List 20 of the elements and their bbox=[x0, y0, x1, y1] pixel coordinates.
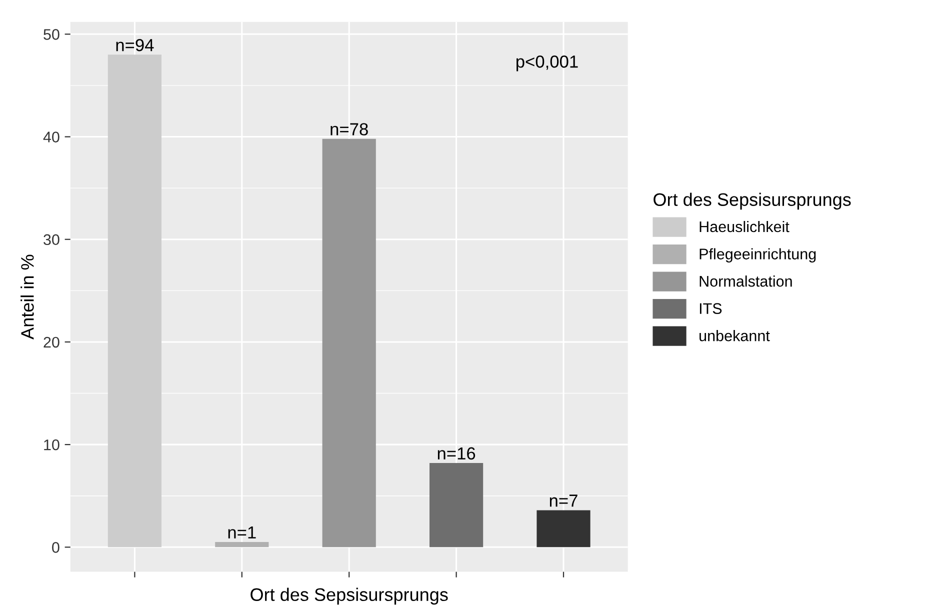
annotation: n=1 bbox=[228, 526, 256, 538]
annotation: n=16 bbox=[438, 447, 476, 460]
legend-label: unbekannt bbox=[700, 330, 770, 342]
annotation: n=94 bbox=[116, 38, 154, 52]
annotation: p<0,001 bbox=[516, 55, 578, 72]
x-axis-title: Ort des Sepsisursprungs bbox=[250, 588, 448, 605]
legend-label: Pflegeeinrichtung bbox=[700, 248, 816, 262]
y-tick-label: 20 bbox=[44, 336, 60, 348]
legend-label: Normalstation bbox=[700, 275, 792, 287]
annotation: n=78 bbox=[330, 123, 368, 136]
legend-label: ITS bbox=[700, 303, 722, 314]
y-axis-title: Anteil in % bbox=[20, 254, 34, 340]
y-tick-label: 0 bbox=[52, 542, 60, 553]
annotation: n=7 bbox=[550, 494, 578, 507]
y-tick-label: 40 bbox=[43, 132, 60, 142]
legend-title: Ort des Sepsisursprungs bbox=[654, 192, 851, 210]
y-tick-label: 10 bbox=[44, 439, 60, 450]
legend-label: Haeuslichkeit bbox=[700, 220, 790, 232]
y-tick-label: 30 bbox=[44, 234, 60, 246]
y-tick-label: 50 bbox=[44, 29, 60, 40]
